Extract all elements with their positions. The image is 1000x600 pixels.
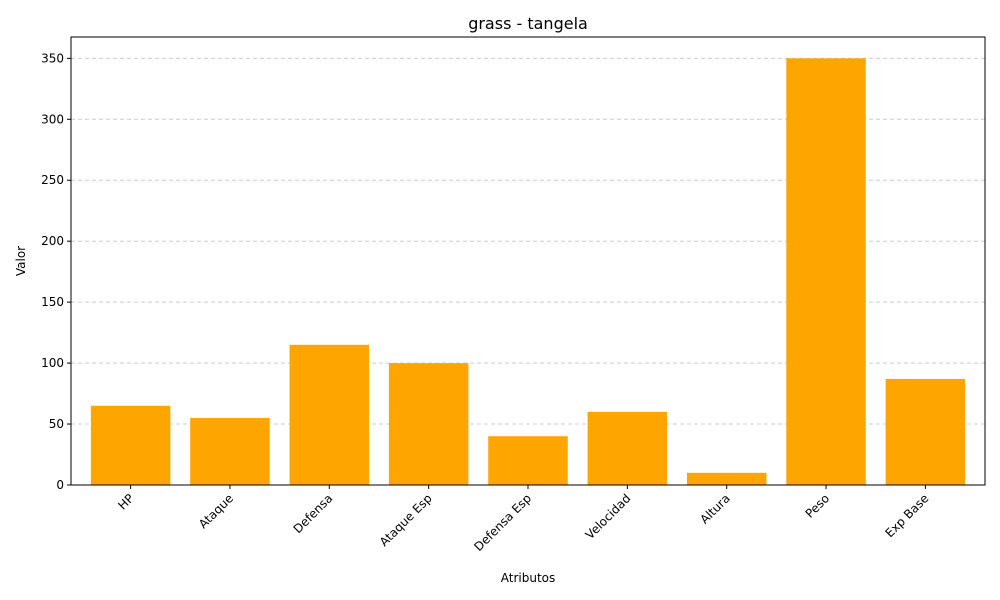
y-tick-label: 50 [49,417,64,431]
x-tick-label: Velocidad [583,491,634,542]
x-tick-label: Altura [697,491,732,526]
y-tick-label: 350 [41,51,64,65]
bar [90,405,171,485]
bars-layer [90,58,966,485]
x-tick-label: Defensa [291,491,336,536]
bar [885,378,966,485]
y-tick-label: 150 [41,295,64,309]
y-axis: 0 50 100 150 200 250 300 350 [41,51,71,492]
x-tick-label: Exp Base [882,491,931,540]
bar [587,411,668,485]
bar [388,363,469,485]
bar [289,344,370,485]
x-tick-label: Ataque [196,491,236,531]
bar [786,58,866,485]
y-axis-label: Valor [14,246,28,276]
grid-layer [71,57,985,425]
y-tick-label: 300 [41,112,64,126]
x-axis: HP Ataque Defensa Ataque Esp Defensa Esp Velo… [115,485,932,554]
y-tick-label: 0 [56,478,64,492]
y-tick-label: 200 [41,234,64,248]
x-tick-label: Ataque Esp [377,491,435,549]
chart-title: grass - tangela [468,14,588,33]
y-tick-label: 250 [41,173,64,187]
x-tick-label: HP [115,491,136,512]
bar [488,436,568,485]
x-tick-label: Peso [803,491,833,521]
x-axis-label: Atributos [501,571,556,585]
x-tick-label: Defensa Esp [471,491,534,554]
y-tick-label: 100 [41,356,64,370]
bar [686,472,767,485]
bar [190,417,270,485]
